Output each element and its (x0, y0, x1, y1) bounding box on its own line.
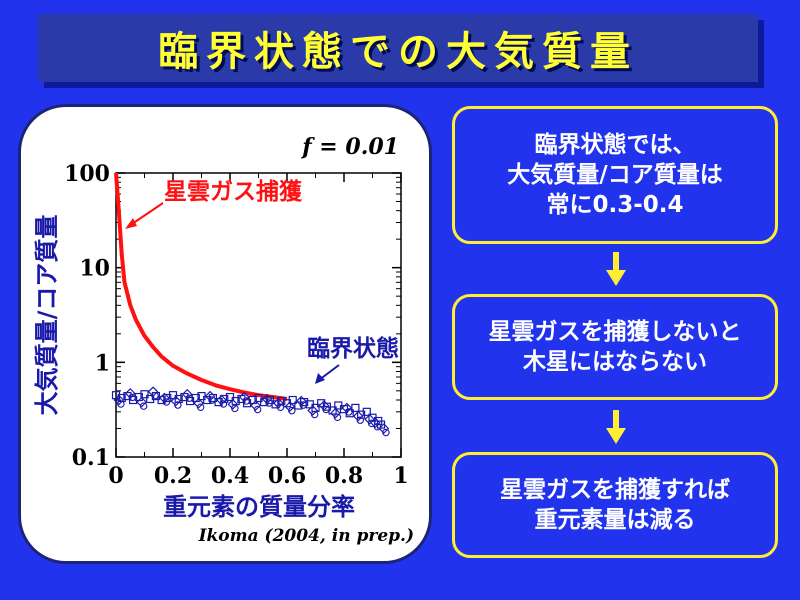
y-tick-label: 100 (64, 161, 110, 187)
data-point-diamond (193, 397, 204, 409)
annotation-gas-capture-arrowhead (125, 218, 137, 229)
chart-panel: 0.1 1 10 100 0 0.2 0.4 0.6 0.8 1 大気質量/コア質量 重元素の質… (18, 104, 432, 564)
data-point-square (140, 390, 149, 399)
x-ticks: 0 0.2 0.4 0.6 0.8 1 (108, 173, 409, 489)
data-point-circle (208, 396, 216, 404)
data-point-circle (382, 428, 390, 437)
data-point-diamond (318, 400, 330, 411)
data-point-diamond (261, 393, 273, 405)
annotation-gas-capture: 星雲ガス捕獲 (164, 178, 303, 205)
data-point-square (362, 407, 371, 416)
data-point-circle (322, 405, 330, 414)
data-point-diamond (136, 396, 147, 408)
data-point-circle (356, 416, 364, 424)
chart: 0.1 1 10 100 0 0.2 0.4 0.6 0.8 1 大気質量/コア質量 重元素の質… (33, 134, 414, 546)
slide-title: 臨界状態での大気質量 (158, 28, 638, 75)
data-point-circle (345, 408, 353, 416)
x-tick-label: 1 (393, 463, 408, 489)
data-point-circle (242, 397, 251, 405)
param-label: f = 0.01 (300, 134, 399, 160)
series-group (111, 172, 390, 437)
data-point-diamond (295, 395, 307, 407)
x-tick-label: 0.4 (211, 463, 249, 489)
data-point-diamond (330, 407, 341, 419)
data-point-diamond (273, 397, 284, 409)
data-point-diamond (250, 400, 261, 411)
x-tick-label: 0.8 (325, 463, 363, 489)
data-point-diamond (378, 423, 390, 434)
data-point-diamond (364, 413, 375, 425)
data-point-circle (151, 391, 159, 400)
y-tick-label: 10 (79, 256, 110, 282)
data-point-diamond (170, 395, 182, 407)
data-point-circle (231, 404, 239, 413)
x-tick-label: 0 (108, 463, 123, 489)
data-point-circle (185, 394, 194, 403)
data-point-diamond (227, 398, 239, 410)
data-point-square (254, 393, 263, 403)
y-ticks: 0.1 1 10 100 (64, 161, 401, 471)
annotation-critical-state: 臨界状態 (307, 335, 399, 362)
data-point-diamond (216, 394, 227, 406)
data-point-circle (265, 399, 273, 407)
data-point-diamond (204, 390, 216, 402)
y-tick-label: 0.1 (72, 445, 110, 471)
data-point-circle (253, 405, 262, 414)
data-point-diamond (113, 394, 125, 406)
flow-box-no-capture: 星雲ガスを捕獲しないと 木星にはならない (452, 294, 778, 400)
credit-label: Ikoma (2004, in prep.) (198, 526, 414, 546)
data-point-circle (128, 393, 137, 402)
data-point-diamond (238, 391, 250, 403)
title-bar: 臨界状態での大気質量 (38, 14, 758, 82)
data-point-circle (219, 400, 228, 408)
flow-box-critical-ratio: 臨界状態では、 大気質量/コア質量は 常に0.3-0.4 (452, 106, 778, 244)
data-point-diamond (124, 388, 136, 399)
data-point-circle (196, 403, 205, 411)
data-point-diamond (341, 402, 353, 414)
data-point-diamond (159, 392, 170, 404)
data-point-circle (276, 403, 285, 411)
data-point-diamond (307, 405, 318, 416)
data-point-circle (310, 410, 319, 419)
data-point-circle (117, 400, 125, 408)
data-point-circle (174, 401, 182, 409)
data-point-diamond (147, 386, 159, 398)
x-tick-label: 0.6 (268, 463, 306, 489)
data-point-circle (288, 406, 296, 415)
annotation-critical-state-arrowhead (315, 373, 325, 384)
y-tick-label: 1 (95, 350, 110, 376)
data-point-circle (367, 419, 376, 428)
down-arrow-icon (606, 410, 626, 444)
y-axis-title: 大気質量/コア質量 (33, 215, 61, 416)
data-point-diamond (352, 410, 364, 422)
data-point-diamond (284, 401, 296, 413)
series-line-gas-capture (114, 172, 288, 401)
data-point-circle (299, 401, 307, 409)
data-point-diamond (370, 417, 381, 429)
x-tick-label: 0.2 (154, 463, 192, 489)
data-point-diamond (181, 388, 193, 400)
data-point-square (288, 395, 297, 405)
x-axis-title: 重元素の質量分率 (163, 493, 355, 521)
plot-frame (115, 172, 402, 458)
down-arrow-icon (606, 252, 626, 286)
data-point-circle (162, 398, 171, 406)
flow-box-capture-result: 星雲ガスを捕獲すれば 重元素量は減る (452, 452, 778, 558)
data-point-circle (333, 413, 342, 421)
data-point-circle (139, 402, 148, 410)
data-point-square (163, 393, 172, 403)
